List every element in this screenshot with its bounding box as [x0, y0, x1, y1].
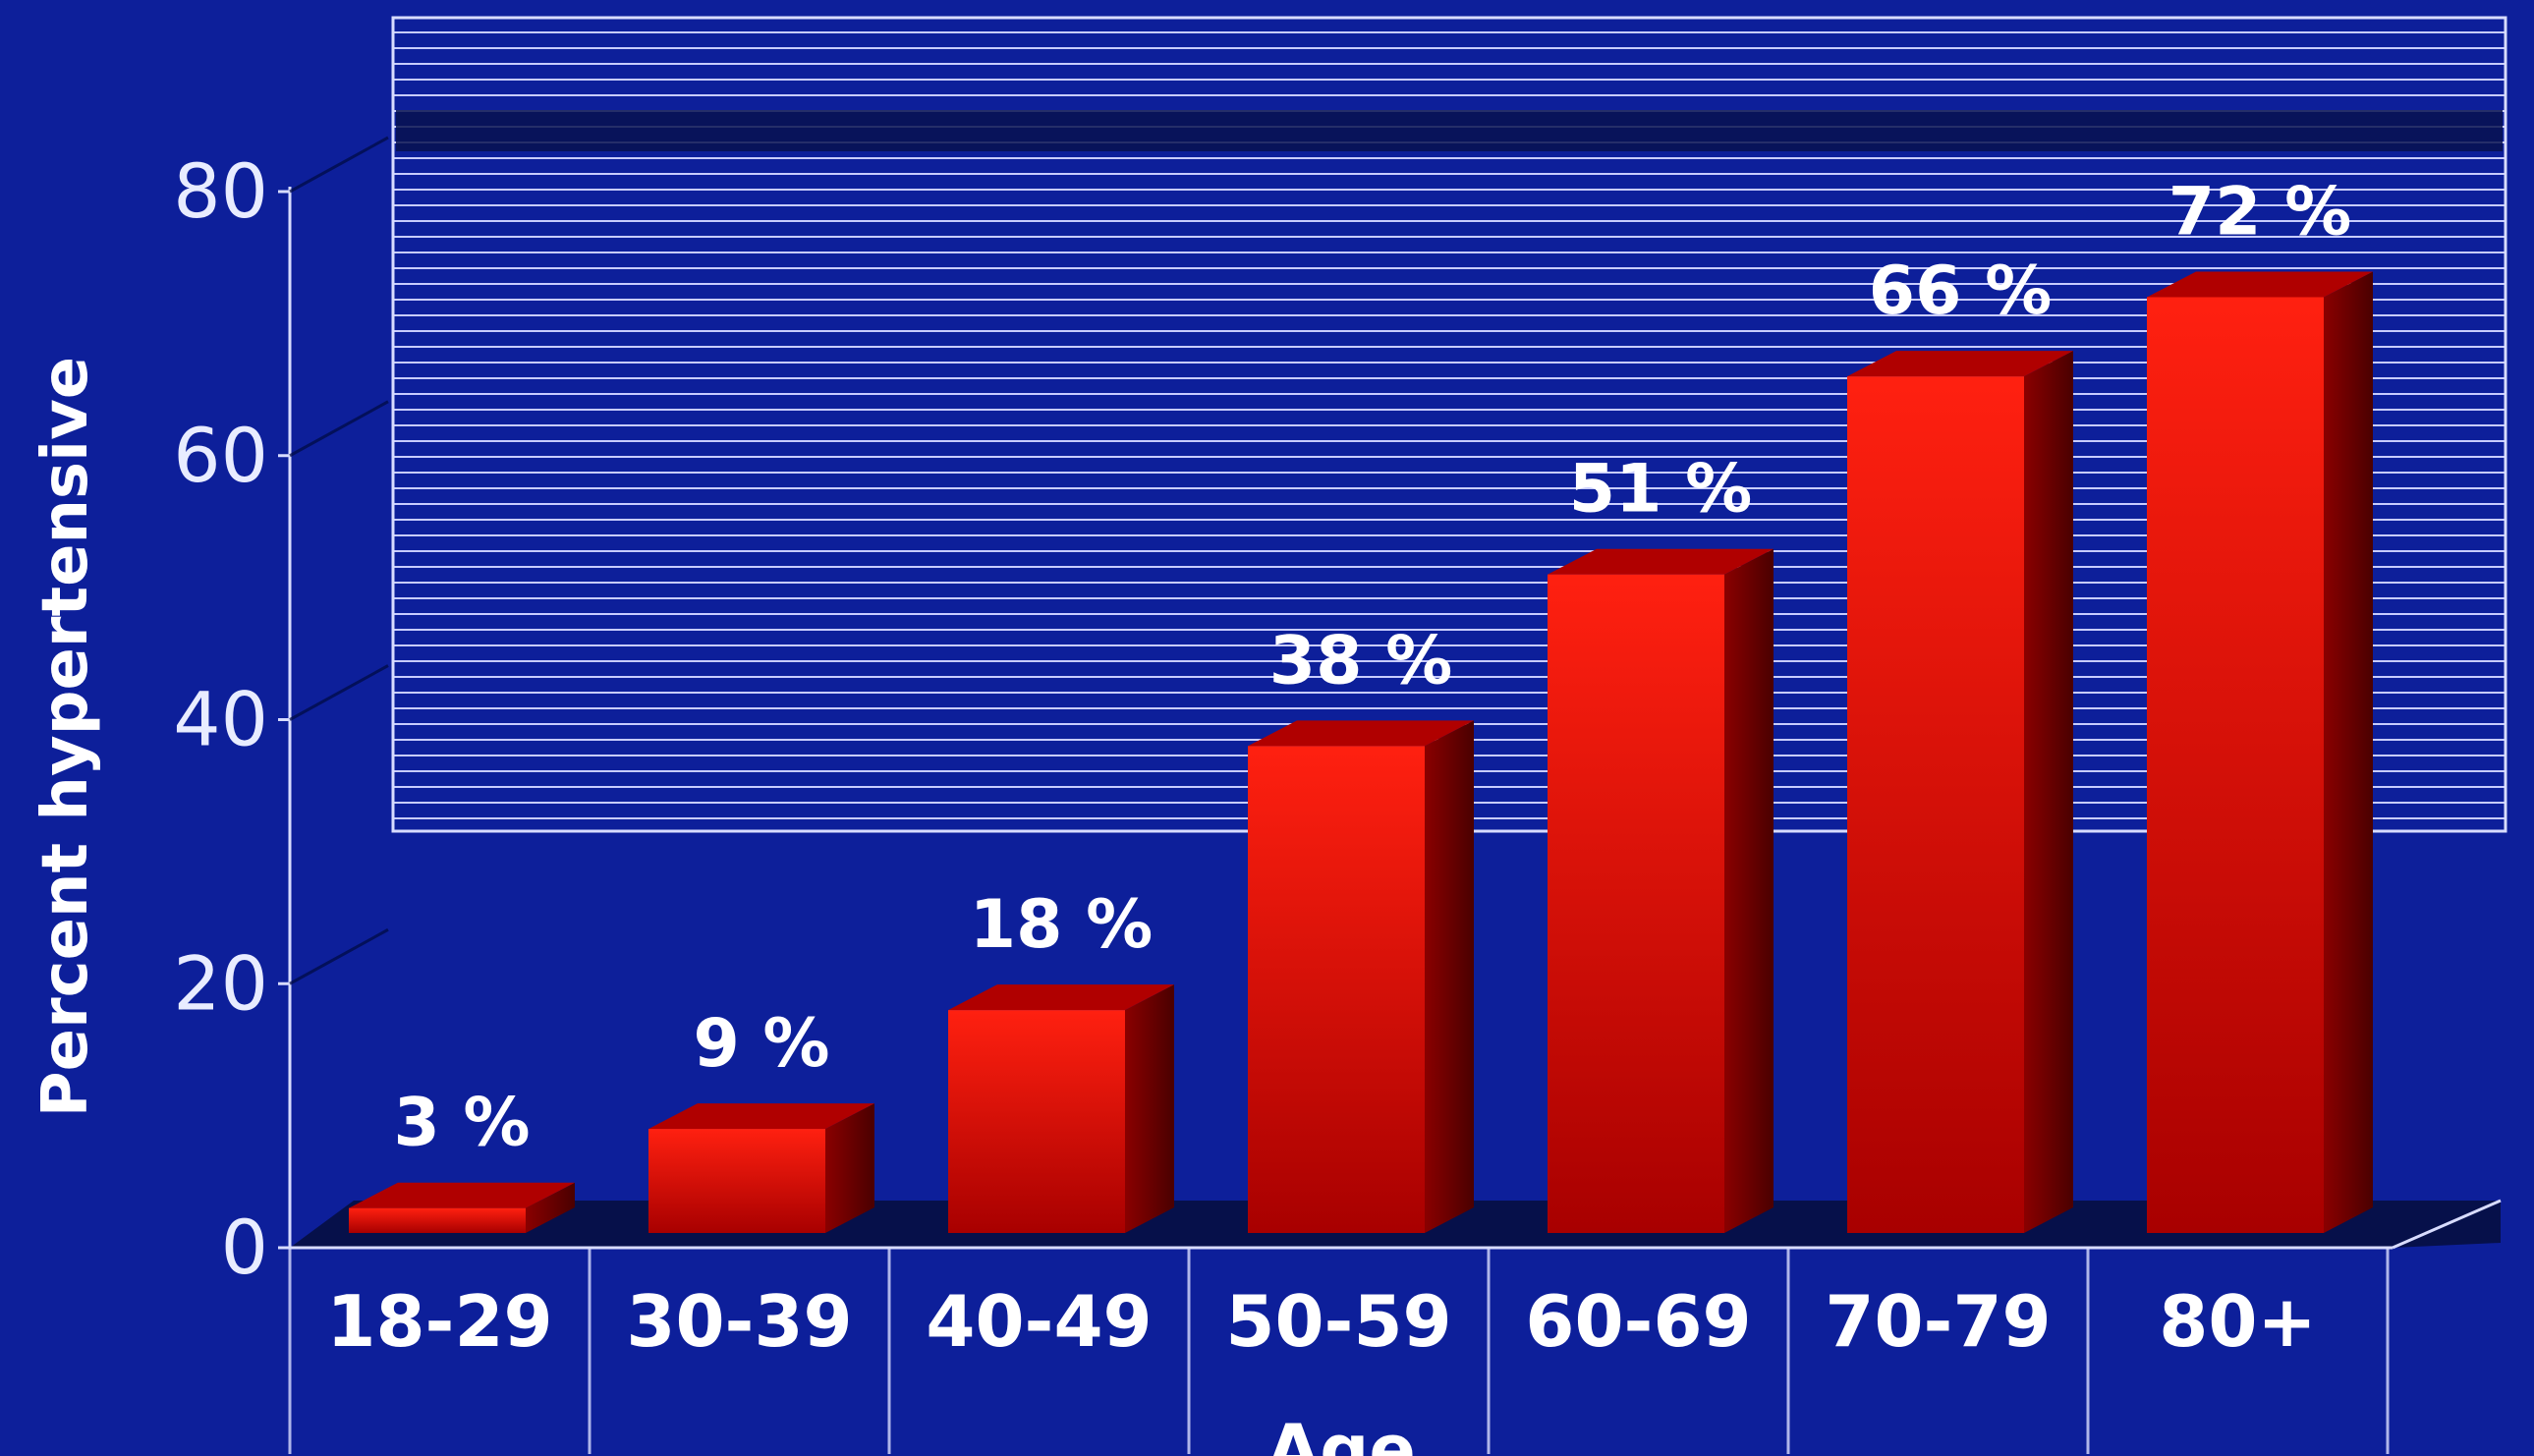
bar-data-label: 38 %	[1269, 622, 1452, 700]
bar-side	[526, 1182, 575, 1233]
bar	[1847, 376, 2024, 1233]
y-gridline-perspective	[289, 400, 389, 458]
bar-data-label: 51 %	[1569, 451, 1752, 529]
bar	[349, 1207, 526, 1233]
bar-data-label: 18 %	[970, 886, 1153, 964]
bar-side	[1724, 548, 1774, 1233]
y-tick-label: 0	[221, 1204, 268, 1291]
y-tick-label: 80	[173, 147, 268, 235]
bar-top	[1548, 548, 1774, 575]
bar	[1248, 746, 1425, 1233]
y-axis-label: Percent hypertensive	[29, 357, 102, 1117]
bar	[948, 1010, 1125, 1233]
bar-top	[2147, 271, 2373, 298]
x-tick-label: 30-39	[626, 1280, 852, 1363]
x-axis-label: Age	[1267, 1410, 1416, 1456]
bar-top	[1847, 351, 2073, 377]
bar-top	[648, 1103, 874, 1130]
bar-top	[1248, 720, 1474, 747]
labels: 0 20 40 60 80 3 % 18-29 9 % 30-39 18 % 40-49 38 % 50…	[173, 147, 2351, 1363]
x-tick-label: 50-59	[1225, 1280, 1451, 1363]
bar-side	[1425, 720, 1474, 1233]
bar-side	[825, 1103, 874, 1233]
y-tick-label: 20	[173, 939, 268, 1027]
bars	[349, 271, 2373, 1233]
backdrop-dark-band	[396, 110, 2503, 151]
bar-data-label: 72 %	[2168, 174, 2351, 252]
bar-data-label: 3 %	[393, 1085, 530, 1162]
x-tick-label: 40-49	[926, 1280, 1152, 1363]
y-gridline-perspective	[289, 136, 389, 194]
bar-data-label: 66 %	[1869, 252, 2052, 330]
bar-data-label: 9 %	[693, 1005, 829, 1083]
bar-top	[948, 984, 1174, 1011]
x-tick-label: 70-79	[1825, 1280, 2051, 1363]
x-tick-label: 80+	[2159, 1280, 2317, 1363]
bar-top	[349, 1182, 575, 1208]
bar	[1548, 574, 1724, 1233]
y-gridline-perspective	[289, 927, 389, 985]
y-tick-label: 40	[173, 676, 268, 763]
bar-side	[1125, 984, 1174, 1233]
bar-side	[2324, 271, 2373, 1233]
x-tick-label: 18-29	[326, 1280, 552, 1363]
y-gridline-perspective	[289, 664, 389, 721]
bar-side	[2024, 351, 2073, 1233]
y-tick-label: 60	[173, 412, 268, 499]
bar	[648, 1129, 825, 1233]
bar	[2147, 297, 2324, 1233]
x-tick-label: 60-69	[1525, 1280, 1751, 1363]
floor-edge	[2392, 1199, 2502, 1250]
